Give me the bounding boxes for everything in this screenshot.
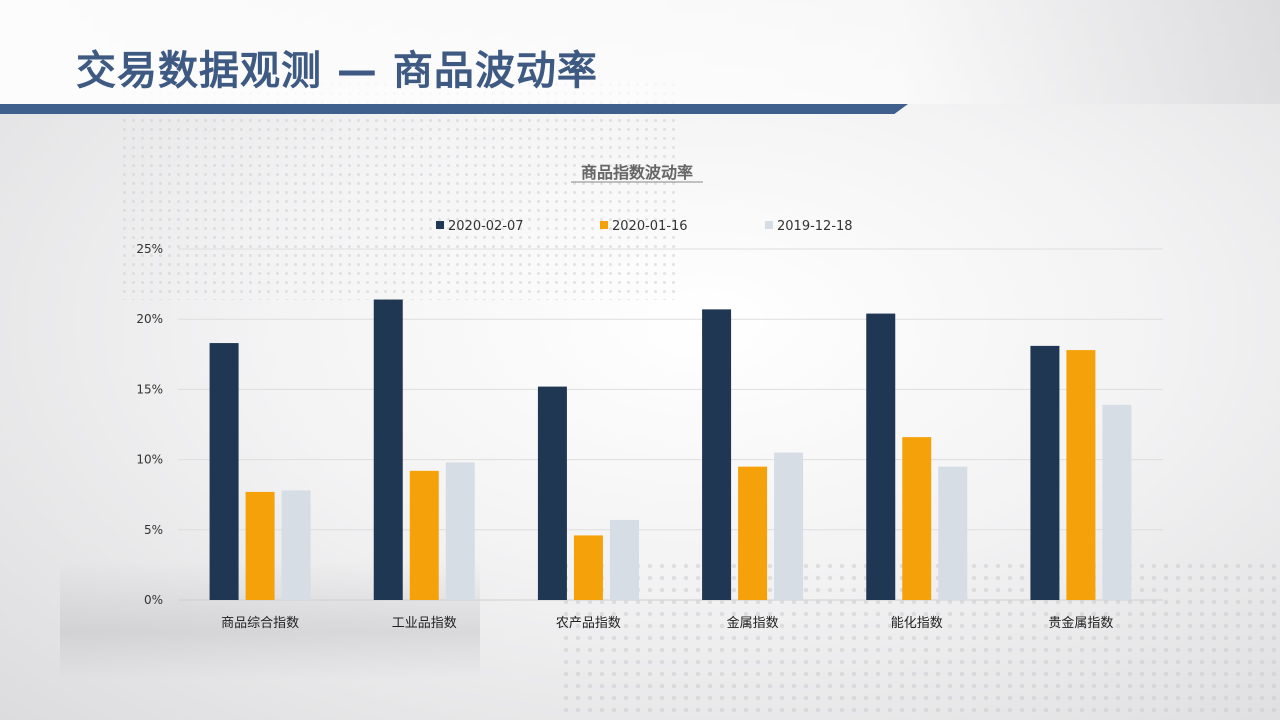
legend-swatch bbox=[765, 221, 773, 229]
y-tick-label: 15% bbox=[136, 382, 163, 396]
y-tick-label: 10% bbox=[136, 453, 163, 467]
bar bbox=[209, 343, 239, 600]
x-tick-label: 农产品指数 bbox=[556, 616, 621, 631]
x-tick-label: 工业品指数 bbox=[392, 616, 457, 631]
bar bbox=[866, 313, 896, 600]
bar bbox=[1102, 404, 1132, 600]
bar bbox=[738, 466, 768, 600]
chart-title: 商品指数波动率 bbox=[581, 163, 693, 182]
bar bbox=[281, 490, 311, 600]
bar bbox=[445, 462, 475, 600]
legend-label: 2019-12-18 bbox=[777, 219, 853, 234]
x-tick-label: 能化指数 bbox=[891, 616, 943, 631]
legend-swatch bbox=[600, 221, 608, 229]
bar bbox=[774, 452, 804, 600]
y-tick-label: 20% bbox=[136, 312, 163, 326]
bar bbox=[409, 470, 439, 600]
legend-label: 2020-01-16 bbox=[612, 219, 688, 234]
bar bbox=[702, 309, 732, 600]
legend-swatch bbox=[436, 221, 444, 229]
y-tick-label: 25% bbox=[136, 242, 163, 256]
y-tick-label: 5% bbox=[144, 523, 163, 537]
bar bbox=[1030, 345, 1060, 600]
x-tick-label: 金属指数 bbox=[727, 615, 779, 631]
bar bbox=[573, 535, 603, 600]
bar bbox=[245, 491, 275, 600]
bar bbox=[373, 299, 403, 600]
y-tick-label: 0% bbox=[144, 593, 163, 607]
bar bbox=[1066, 350, 1096, 600]
x-tick-label: 商品综合指数 bbox=[221, 616, 299, 631]
bar bbox=[537, 386, 567, 600]
x-tick-label: 贵金属指数 bbox=[1048, 615, 1113, 631]
page-title: 交易数据观测 — 商品波动率 bbox=[76, 48, 598, 94]
bar bbox=[902, 437, 932, 600]
header-background bbox=[0, 0, 1280, 104]
bar bbox=[938, 466, 968, 600]
title-underline-bar bbox=[0, 104, 908, 114]
background-world-map-dots bbox=[120, 80, 680, 300]
legend-label: 2020-02-07 bbox=[448, 219, 524, 234]
bar bbox=[609, 519, 639, 600]
